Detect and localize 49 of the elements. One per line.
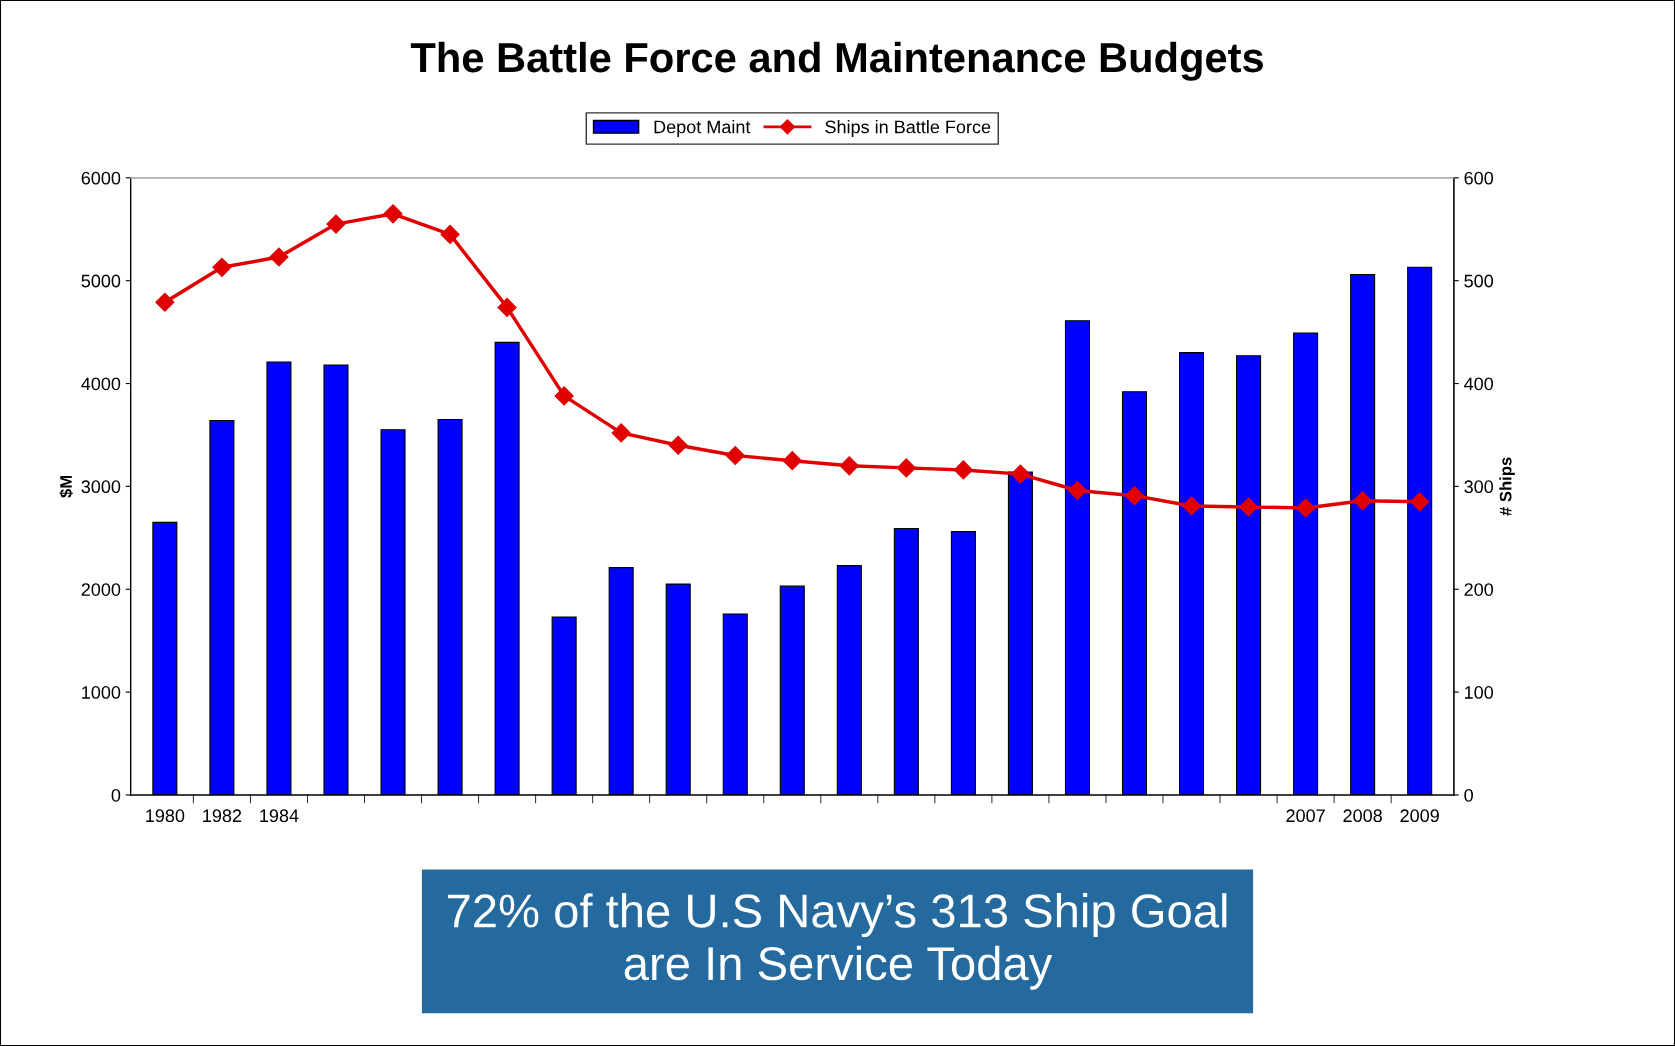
point (953, 460, 973, 480)
point (1296, 498, 1316, 518)
point (554, 386, 574, 406)
point (1239, 497, 1259, 517)
point (326, 214, 346, 234)
x-tick-label: 2008 (1343, 809, 1382, 823)
x-tick-label: 2009 (1400, 809, 1439, 823)
point (1124, 486, 1145, 506)
point (497, 297, 517, 317)
x-tick-label: 2007 (1286, 809, 1325, 823)
point (839, 456, 859, 476)
point (1410, 492, 1430, 512)
point (725, 445, 745, 466)
y2-tick-label: 100 (1465, 686, 1494, 699)
point (155, 292, 175, 312)
legend-label: Depot Maint (654, 120, 751, 137)
y2-axis-title: # Ships (1499, 457, 1515, 516)
point (383, 204, 403, 224)
y-tick-label: 3000 (81, 480, 121, 494)
point (212, 257, 232, 277)
y2-tick-label: 500 (1464, 274, 1494, 288)
y-tick-label: 1000 (82, 686, 121, 699)
y-tick-label: 2000 (81, 583, 121, 596)
chart-title: The Battle Force and Maintenance Budgets (410, 41, 1263, 81)
y2-tick-label: 200 (1464, 583, 1494, 596)
y2-tick-label: 0 (1464, 788, 1473, 802)
y-axis-title: $M (59, 475, 73, 498)
y2-tick-label: 600 (1464, 171, 1494, 185)
y-tick-label: 0 (111, 788, 121, 802)
point (440, 224, 460, 244)
point (1181, 496, 1202, 516)
y2-tick-label: 400 (1464, 377, 1494, 391)
y2-tick-label: 300 (1464, 480, 1494, 494)
point (896, 458, 916, 478)
y-tick-label: 6000 (81, 171, 121, 185)
x-tick-label: 1984 (260, 809, 299, 823)
point (668, 435, 688, 455)
x-tick-label: 1982 (203, 809, 242, 823)
y-tick-label: 5000 (81, 274, 121, 288)
x-tick-label: 1980 (146, 809, 185, 823)
point (1067, 480, 1087, 501)
point (1010, 464, 1030, 484)
legend-label: Ships in Battle Force (825, 120, 991, 137)
point (611, 423, 631, 443)
point (782, 451, 802, 471)
text: 72% of the U.S Navy’s 313 Ship Goal are In Service Today (447, 893, 1227, 990)
point (1353, 491, 1373, 511)
y-tick-label: 4000 (81, 377, 121, 391)
point (269, 247, 289, 267)
